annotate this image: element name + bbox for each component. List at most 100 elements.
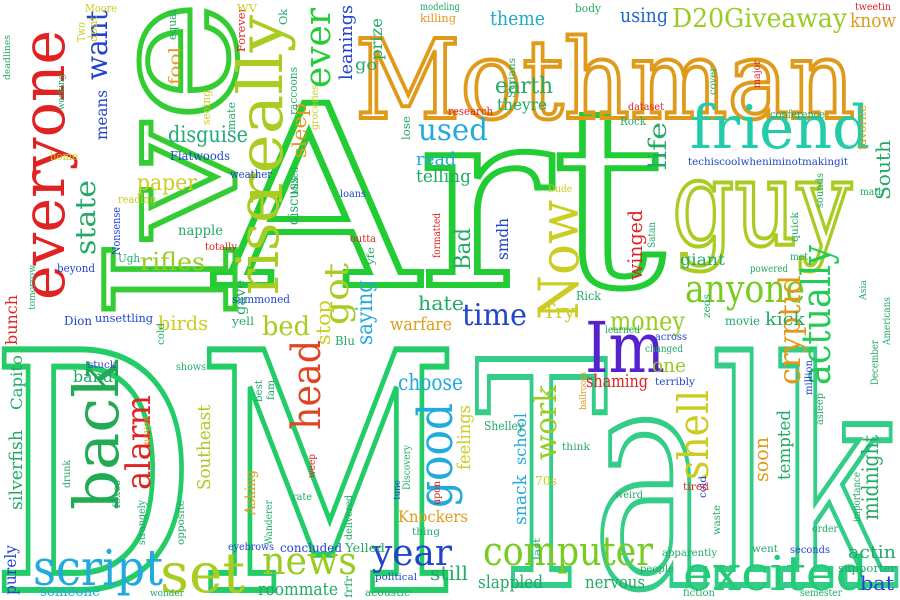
word-techiscoolwheniminotmakingit: techiscoolwheniminotmakingit <box>688 157 848 168</box>
word-yelled: Yelled <box>344 541 385 555</box>
word-state: state <box>69 180 102 255</box>
word-opposite: opposite <box>176 500 187 545</box>
word-mate: mate <box>225 102 238 130</box>
word-lose: lose <box>400 116 413 140</box>
word-flatwoods: Flatwoods <box>170 149 230 163</box>
word-fam: fam <box>266 379 277 400</box>
word-alarm: alarm <box>119 395 159 490</box>
word-dion: Dion <box>64 314 92 328</box>
word-foxes: foxes <box>112 480 123 508</box>
word-ive: Ive <box>69 0 278 320</box>
word-shell: shell <box>669 390 718 480</box>
word-set: set <box>160 541 245 600</box>
word-news: news <box>262 539 357 583</box>
word-tired: tired <box>683 482 710 493</box>
word-equal: equal <box>166 10 179 40</box>
word-shelley: Shelley <box>484 419 524 433</box>
word-anyone: anyone <box>685 267 805 311</box>
word-dm: DM <box>0 284 460 600</box>
word-yell: yell <box>231 315 255 328</box>
word-weep: weep <box>307 454 318 478</box>
word-forever: Forever <box>235 6 248 52</box>
word-learned: learned <box>605 325 641 336</box>
word-leanings: leanings <box>336 5 357 80</box>
word-read: read <box>416 149 456 170</box>
word-people: people <box>640 564 674 575</box>
word-million: million <box>804 359 815 395</box>
word-mothman: Mothman <box>355 16 855 144</box>
word-never: never <box>142 417 153 445</box>
word-drunk: drunk <box>62 459 73 488</box>
word-outta: outta <box>350 234 376 245</box>
word-killing: killing <box>420 12 456 25</box>
word-eyebrows: eyebrows <box>228 542 274 553</box>
word-tune: tune <box>393 480 403 500</box>
word-art: Art <box>213 53 665 344</box>
word-raccoons: raccoons <box>287 67 300 115</box>
word-sleep: sleep <box>287 103 311 158</box>
word-stop: stop <box>311 300 335 345</box>
word-beyond: beyond <box>57 262 95 275</box>
word-work: work <box>529 384 564 460</box>
word-midnight: midnight <box>859 435 884 520</box>
word-thing: thing <box>412 527 441 538</box>
word-tomorrow: tomorrow <box>28 265 38 310</box>
word-ever: ever <box>298 7 339 88</box>
word-rifles: rifles <box>140 248 205 276</box>
word-gave: gave <box>233 280 249 315</box>
word-groceries: groceries <box>310 85 321 130</box>
word-two: Two <box>75 22 88 42</box>
word-soon: soon <box>749 437 773 482</box>
word-dont: dont <box>87 15 100 42</box>
word-choose: choose <box>398 371 463 396</box>
word-bad: Bad <box>451 228 476 270</box>
word-life: life <box>644 122 672 170</box>
word-semester: semester <box>800 588 842 599</box>
word-loans: loans <box>340 189 366 200</box>
word-weather: weather <box>230 168 273 181</box>
word-band: band <box>73 367 113 386</box>
word-know: know <box>850 8 896 32</box>
word-birds: birds <box>158 311 208 335</box>
word-winged: winged <box>623 210 647 280</box>
word-school: school <box>511 413 530 465</box>
word-smdh: smdh <box>493 218 512 260</box>
word-telling: telling <box>416 166 471 187</box>
word-moore: Moore <box>85 2 117 15</box>
word-rick: Rick <box>576 289 602 303</box>
word-stuck: stuck <box>88 360 117 371</box>
word-concluded: concluded <box>280 541 342 555</box>
word-earth: earth <box>495 74 553 99</box>
word-disguise: disguise <box>168 123 248 148</box>
word-americans: Americans <box>882 297 893 346</box>
word-strangely: strangely <box>137 500 148 545</box>
word-tweetin: tweetin <box>855 2 892 13</box>
word-blu: Blu <box>335 334 355 348</box>
word-head: head <box>284 340 330 430</box>
word-math: math <box>860 187 885 198</box>
word-research: research <box>448 105 493 118</box>
word-shaming: shaming <box>586 371 648 392</box>
word-tempted: tempted <box>774 410 795 480</box>
word-deadlines: deadlines <box>3 35 13 80</box>
word-rise: rise <box>224 190 292 295</box>
word-70s: 70s <box>535 474 557 488</box>
word-everyone: everyone <box>9 30 79 300</box>
word-apparently: apparently <box>662 548 717 559</box>
word-got: got <box>317 263 357 325</box>
word-friend: friend <box>690 93 870 163</box>
word-talk: Talk <box>475 298 899 600</box>
word-capito: Capito <box>7 355 26 410</box>
word-movie: movie <box>725 314 760 328</box>
word-good: good <box>408 403 464 508</box>
word-actually: actually <box>794 245 840 385</box>
word-sounds: sounds <box>815 173 826 208</box>
word-body: body <box>575 2 602 15</box>
word-supporter: supporter <box>838 562 897 575</box>
word-kick: kick <box>765 309 806 330</box>
word-formatted: formatted <box>432 212 443 258</box>
word-actin: actin <box>848 542 896 563</box>
word-quick: quick <box>790 211 801 242</box>
word-want: want <box>80 10 115 80</box>
